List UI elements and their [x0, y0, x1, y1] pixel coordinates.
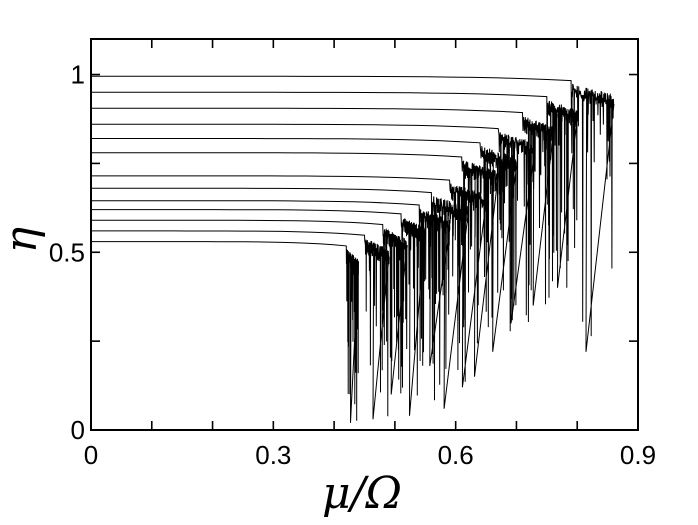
series-line-6: [91, 187, 469, 409]
y-tick-label: 0: [71, 415, 85, 445]
x-tick-label: 0.9: [620, 440, 656, 470]
series-line-7: [91, 175, 487, 388]
series-line-8: [91, 152, 499, 377]
axis-ticks: [90, 39, 639, 431]
y-axis-label: η: [0, 227, 47, 253]
x-tick-label: 0.6: [438, 440, 474, 470]
plot-lines: [91, 75, 615, 423]
y-tick-label: 0.5: [49, 237, 85, 267]
series-line-1: [91, 241, 359, 423]
series-line-2: [91, 230, 390, 420]
tick-labels: 0 0.3 0.6 0.9 0 0.5 1: [49, 60, 656, 470]
series-line-3: [91, 219, 408, 395]
x-tick-label: 0: [84, 440, 98, 470]
series-line-10: [91, 123, 536, 324]
plot-frame: [90, 38, 639, 431]
series-line-9: [91, 138, 518, 352]
series-line-4: [91, 209, 426, 416]
series-line-5: [91, 200, 451, 367]
x-tick-label: 0.3: [255, 440, 291, 470]
y-tick-label: 1: [71, 60, 85, 90]
x-axis-label: μ/Ω: [322, 468, 402, 519]
series-line-13: [91, 75, 615, 352]
